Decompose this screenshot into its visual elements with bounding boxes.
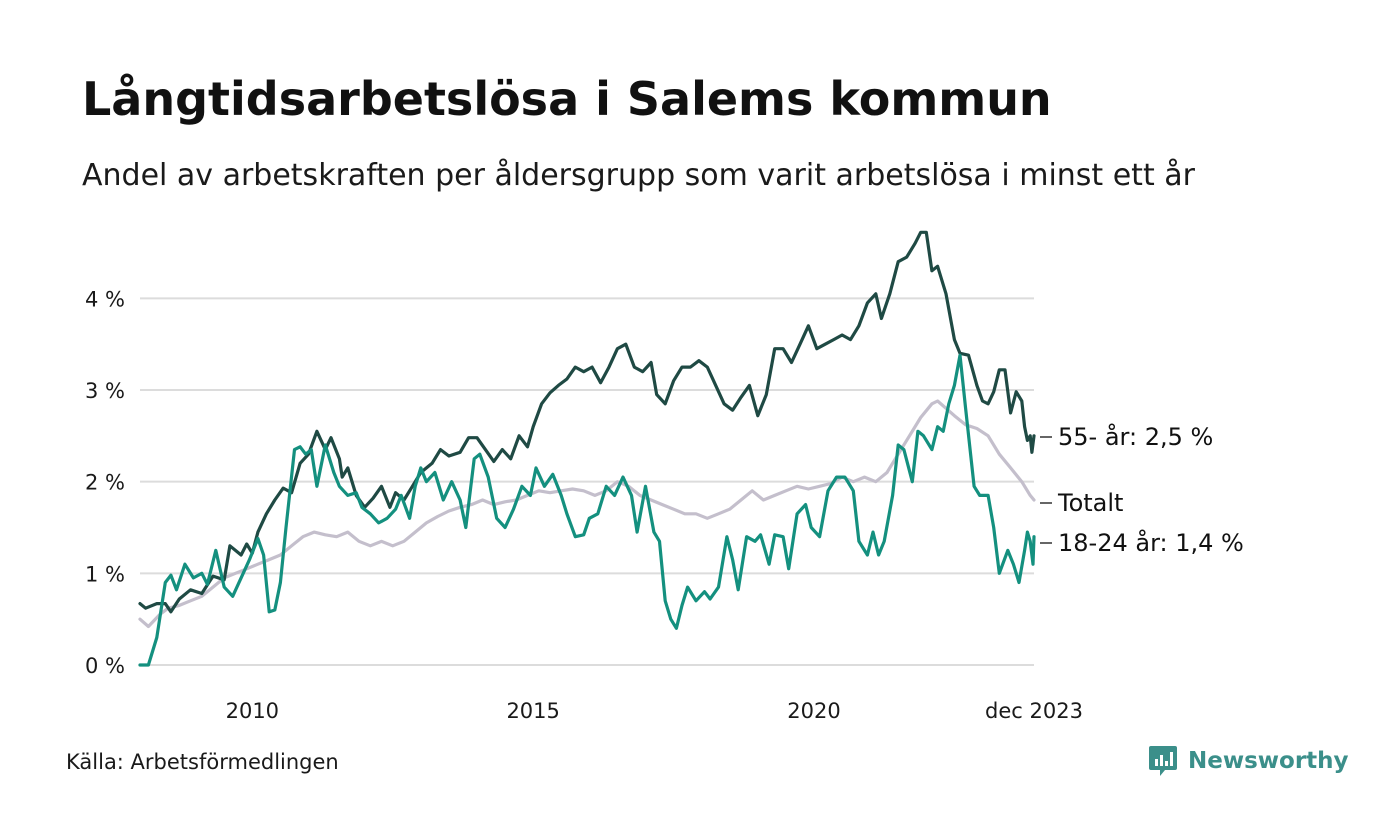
series-line-0 (138, 230, 1036, 614)
series-line-2 (138, 353, 1036, 667)
brand-name: Newsworthy (1188, 748, 1349, 774)
y-tick-label: 1 % (85, 562, 125, 586)
x-tick-label: 2015 (506, 699, 559, 723)
chart-title: Långtidsarbetslösa i Salems kommun (82, 72, 1052, 126)
newsworthy-logo: Newsworthy (1148, 744, 1349, 778)
end-label-2: 18-24 år: 1,4 % (1058, 528, 1244, 557)
x-tick-label: dec 2023 (985, 699, 1083, 723)
y-tick-label: 0 % (85, 654, 125, 678)
end-labels: 55- år: 2,5 % Totalt 18-24 år: 1,4 % (1040, 422, 1244, 557)
x-tick-label: 2020 (787, 699, 840, 723)
newsworthy-logo-icon (1149, 746, 1177, 776)
chart-subtitle: Andel av arbetskraften per åldersgrupp s… (82, 158, 1195, 193)
x-tick-label: 2010 (226, 699, 279, 723)
y-tick-label: 4 % (85, 287, 125, 311)
source-note: Källa: Arbetsförmedlingen (66, 750, 339, 774)
series-lines (138, 230, 1036, 667)
end-label-1: Totalt (1057, 489, 1123, 517)
y-tick-label: 3 % (85, 379, 125, 403)
grid-lines (140, 297, 1034, 666)
axis-labels: 0 % 1 % 2 % 3 % 4 % 2010 2015 2020 dec 2023 (85, 287, 1083, 723)
series-line-1 (138, 399, 1036, 629)
end-label-0: 55- år: 2,5 % (1058, 422, 1213, 451)
y-tick-label: 2 % (85, 471, 125, 495)
